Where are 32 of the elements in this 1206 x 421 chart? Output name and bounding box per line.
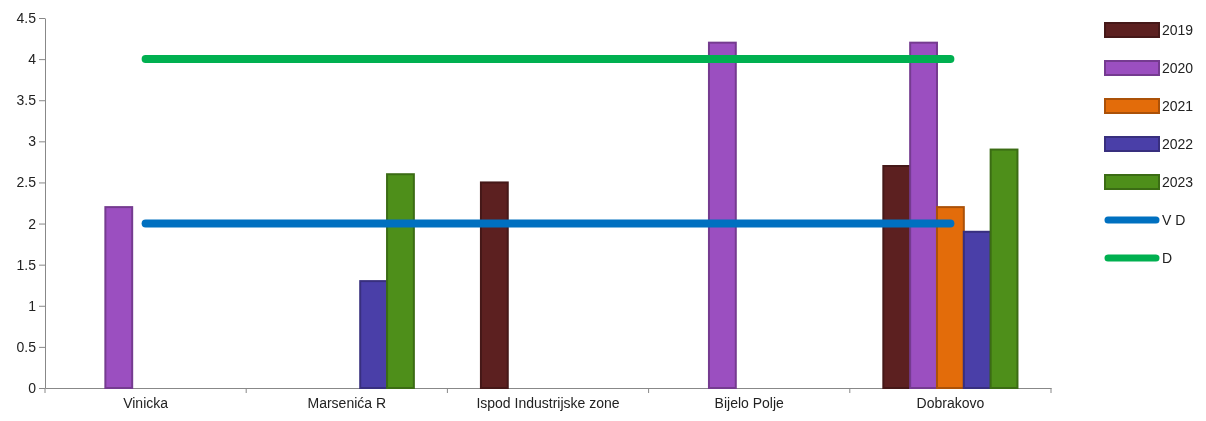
- y-tick-label: 1: [28, 297, 37, 314]
- bar: [479, 181, 509, 389]
- bar: [386, 173, 415, 389]
- legend-label: 2021: [1162, 98, 1194, 114]
- y-tick-label: 3: [28, 133, 37, 150]
- legend-label: V D: [1162, 212, 1186, 228]
- y-tick-label: 2.5: [16, 174, 37, 191]
- y-tick-label: 0: [28, 379, 37, 396]
- bar: [935, 206, 965, 389]
- bar: [104, 206, 134, 389]
- legend-label: 2023: [1162, 174, 1194, 190]
- y-tick-label: 2: [28, 215, 37, 232]
- bar: [359, 280, 389, 389]
- bar: [909, 41, 938, 389]
- legend-label: 2020: [1162, 60, 1194, 76]
- x-tick-label: Bijelo Polje: [714, 394, 785, 411]
- legend-label: D: [1162, 250, 1173, 266]
- y-tick-label: 4: [28, 51, 37, 68]
- y-tick-label: 0.5: [16, 338, 37, 355]
- bar: [989, 148, 1019, 389]
- y-tick-label: 1.5: [16, 256, 37, 273]
- y-tick-label: 4.5: [16, 9, 37, 26]
- x-tick-label: Vinicka: [123, 394, 169, 411]
- x-tick-label: Ispod Industrijske zone: [476, 394, 620, 411]
- legend-label: 2019: [1162, 22, 1194, 38]
- legend-label: 2022: [1162, 136, 1194, 152]
- bar: [882, 165, 912, 389]
- bar: [707, 41, 737, 389]
- y-tick-label: 3.5: [16, 92, 37, 109]
- x-tick-label: Marsenića R: [307, 394, 387, 411]
- bar: [962, 230, 992, 389]
- x-tick-label: Dobrakovo: [916, 394, 985, 411]
